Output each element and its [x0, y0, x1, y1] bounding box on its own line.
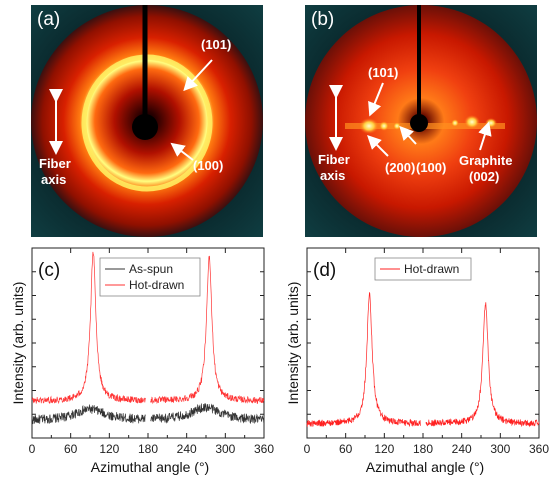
x-tick-label: 360 [254, 442, 274, 456]
x-tick-label: 240 [452, 442, 472, 456]
peak-label-200-b: (200) [385, 160, 416, 175]
panel-a-annotations [49, 59, 213, 161]
x-tick-label: 120 [374, 442, 394, 456]
xray-pattern-panel-b [305, 5, 537, 237]
series-line-hot-drawn [31, 251, 146, 405]
azimuthal-chart-c: 0 60 120 180 240 300 360 Azimuthal angle (°) Int… [10, 247, 274, 475]
series-line-hot-drawn [306, 292, 421, 428]
spot-100-left [393, 122, 401, 130]
panel-b-annotations [329, 82, 492, 157]
arrow-200-b [367, 135, 389, 157]
series-line-hot-drawn [150, 255, 265, 405]
arrow-100-a [170, 142, 194, 161]
y-axis-label: Intensity (arb. units) [285, 282, 301, 405]
peak-label-100-b: (100) [416, 160, 447, 175]
peak-label-101-a: (101) [201, 37, 232, 52]
y-axis-label: Intensity (arb. units) [10, 282, 26, 405]
spot-101-right [464, 115, 480, 129]
peak-label-101-b: (101) [368, 65, 399, 80]
spot-200-left [379, 121, 389, 131]
x-tick-label: 60 [339, 442, 353, 456]
legend-box [99, 257, 201, 297]
legend-label: As-spun [129, 262, 173, 276]
fiber-axis-label-a-1: Fiber [39, 156, 71, 171]
series-line-hot-drawn [425, 302, 540, 428]
arrow-101-a [183, 59, 213, 92]
beam-stop-holder [417, 5, 421, 119]
x-tick-label: 0 [29, 442, 36, 456]
beam-stop-holder [142, 5, 148, 123]
graphite-label-b-2: (002) [469, 169, 500, 184]
xray-pattern-panel-a [31, 5, 263, 237]
legend-label: Hot-drawn [404, 262, 459, 276]
series-line-as-spun [150, 403, 265, 424]
x-tick-label: 60 [64, 442, 78, 456]
x-tick-label: 180 [138, 442, 158, 456]
x-axis-label: Azimuthal angle (°) [91, 459, 209, 475]
arrow-graphite-b [478, 121, 492, 151]
x-tick-label: 180 [413, 442, 433, 456]
x-tick-label: 300 [215, 442, 235, 456]
x-tick-label: 0 [304, 442, 311, 456]
azimuthal-chart-d: 0 60 120 180 240 300 360 Azimuthal angle (°) Int… [285, 247, 549, 475]
x-tick-label: 300 [490, 442, 510, 456]
beam-stop [410, 114, 428, 132]
x-tick-label: 240 [177, 442, 197, 456]
legend-label: Hot-drawn [129, 278, 184, 292]
graphite-label-b-1: Graphite [459, 153, 513, 168]
legend-box [374, 257, 472, 281]
x-axis-label: Azimuthal angle (°) [366, 459, 484, 475]
panel-label-b: (b) [311, 9, 335, 30]
fiber-axis-label-b-1: Fiber [318, 152, 350, 167]
series-line-as-spun [31, 404, 146, 425]
beam-stop [132, 114, 158, 140]
spot-graphite-far [451, 119, 459, 127]
x-tick-label: 120 [99, 442, 119, 456]
peak-label-100-a: (100) [193, 158, 224, 173]
fiber-axis-label-a-2: axis [41, 172, 67, 187]
arrow-100-b [399, 125, 417, 145]
panel-label: (d) [313, 260, 336, 281]
panel-label-a: (a) [37, 9, 61, 30]
panel-label: (c) [38, 260, 60, 281]
x-tick-label: 360 [529, 442, 549, 456]
fiber-axis-label-b-2: axis [320, 168, 346, 183]
spot-101-left [359, 118, 379, 134]
arrow-101-b [368, 82, 384, 117]
